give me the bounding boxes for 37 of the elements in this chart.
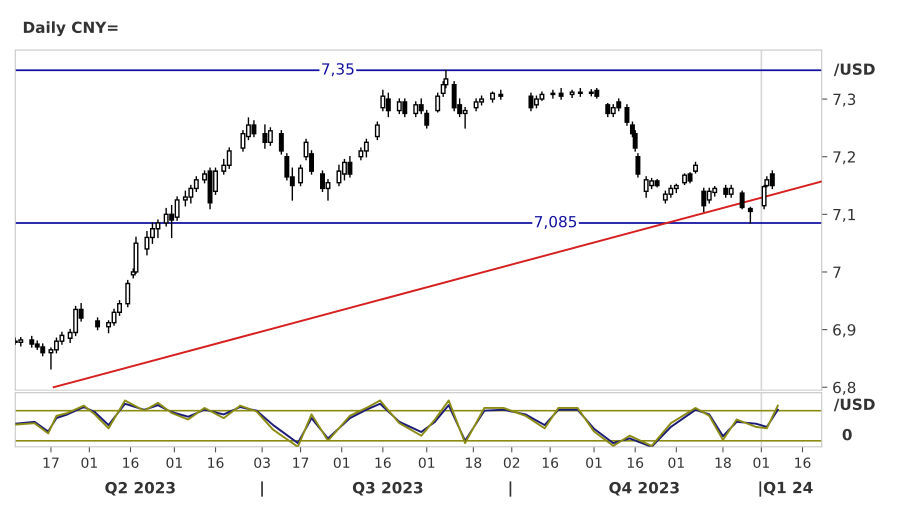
text: Q2 2023 bbox=[105, 482, 175, 496]
ref-line-label: 7,35 bbox=[322, 63, 354, 76]
y-axis-title: /USD bbox=[834, 63, 875, 76]
ref-line-label: 7,085 bbox=[534, 216, 576, 229]
x-tick-label: 16 bbox=[628, 457, 644, 468]
y-tick-label: 7,1 bbox=[833, 209, 856, 222]
x-tick-label: 02 bbox=[504, 457, 520, 468]
x-tick-label: 18 bbox=[466, 457, 482, 468]
y-tick-label: 6,8 bbox=[833, 382, 856, 395]
x-tick-label: 16 bbox=[795, 457, 810, 468]
text: |Q1 24 bbox=[759, 481, 813, 497]
y-tick-label: 7,3 bbox=[833, 94, 856, 107]
y-tick-label: 7,2 bbox=[833, 151, 855, 164]
text: Q3 2023 bbox=[352, 482, 422, 496]
text: | bbox=[510, 481, 512, 497]
x-tick-label: 01 bbox=[81, 457, 97, 468]
text: 0 bbox=[842, 428, 852, 440]
x-tick-label: 01 bbox=[753, 457, 769, 468]
text: Q4 2023 bbox=[609, 482, 679, 496]
chart-title: Daily CNY= bbox=[24, 21, 118, 36]
x-tick-label: 16 bbox=[376, 457, 391, 468]
x-tick-label: 03 bbox=[254, 457, 270, 468]
x-tick-label: 16 bbox=[542, 457, 558, 468]
x-tick-label: 01 bbox=[668, 457, 684, 468]
x-tick-label: 01 bbox=[418, 457, 434, 468]
y-tick-label: 7 bbox=[833, 266, 841, 278]
y-tick-label: 6,9 bbox=[833, 324, 856, 338]
text: | bbox=[261, 481, 263, 497]
x-tick-label: 01 bbox=[166, 457, 182, 468]
x-tick-label: 17 bbox=[293, 458, 308, 468]
y-axis-title: /USD bbox=[834, 398, 875, 412]
x-tick-label: 01 bbox=[334, 457, 350, 468]
x-tick-label: 17 bbox=[44, 458, 59, 468]
x-tick-label: 18 bbox=[716, 457, 731, 468]
x-tick-label: 16 bbox=[123, 457, 138, 468]
x-tick-label: 16 bbox=[208, 457, 224, 468]
x-tick-label: 01 bbox=[586, 457, 602, 468]
